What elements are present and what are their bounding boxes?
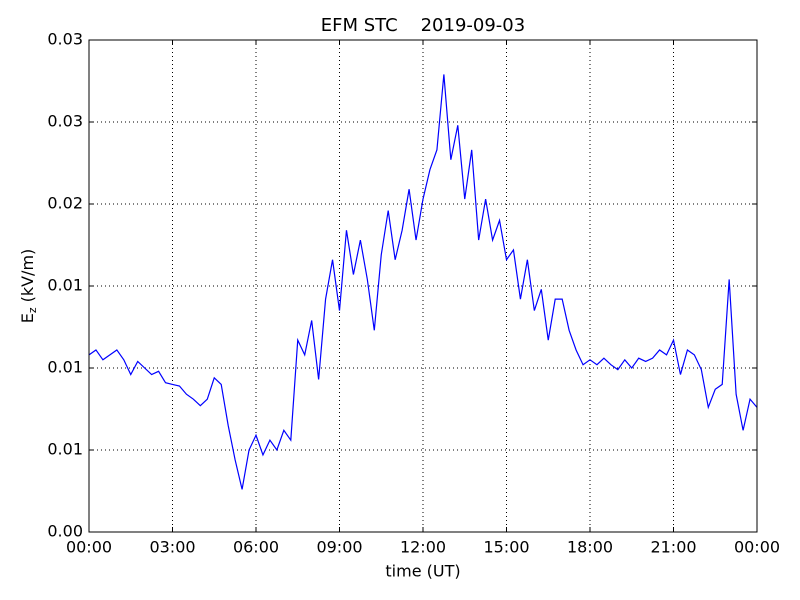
y-label-base: E (18, 313, 37, 323)
y-label-sub: z (26, 307, 39, 313)
chart-title: EFM STC 2019-09-03 (321, 15, 525, 36)
y-tick-label: 0.01 (47, 440, 83, 459)
x-tick-label: 03:00 (149, 538, 195, 557)
y-axis-label: Ez (kV/m) (18, 249, 40, 324)
y-tick-label: 0.01 (47, 358, 83, 377)
x-tick-label: 00:00 (734, 538, 780, 557)
y-label-unit: (kV/m) (18, 249, 37, 303)
x-tick-label: 15:00 (483, 538, 529, 557)
data-line (88, 74, 758, 490)
x-tick-label: 00:00 (66, 538, 112, 557)
x-tick-label: 18:00 (567, 538, 613, 557)
plot-frame (88, 39, 758, 533)
x-axis-label: time (UT) (385, 562, 460, 581)
x-tick-label: 06:00 (233, 538, 279, 557)
y-tick-label: 0.03 (47, 30, 83, 49)
y-tick-label: 0.00 (47, 522, 83, 541)
y-tick-label: 0.01 (47, 276, 83, 295)
y-tick-label: 0.02 (47, 194, 83, 213)
x-tick-label: 12:00 (400, 538, 446, 557)
y-tick-label: 0.03 (47, 112, 83, 131)
x-tick-label: 09:00 (316, 538, 362, 557)
x-tick-label: 21:00 (650, 538, 696, 557)
